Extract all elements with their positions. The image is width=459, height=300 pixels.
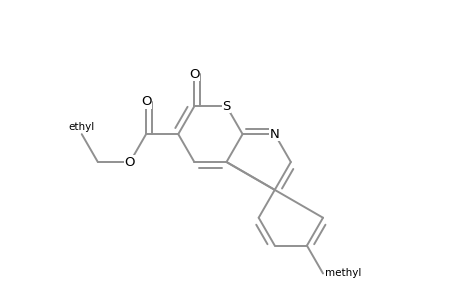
Text: S: S xyxy=(222,100,230,113)
Text: O: O xyxy=(124,155,135,169)
Text: methyl: methyl xyxy=(324,268,360,278)
Text: N: N xyxy=(269,128,279,141)
Text: ethyl: ethyl xyxy=(68,122,95,132)
Text: O: O xyxy=(189,68,199,81)
Text: O: O xyxy=(140,95,151,109)
